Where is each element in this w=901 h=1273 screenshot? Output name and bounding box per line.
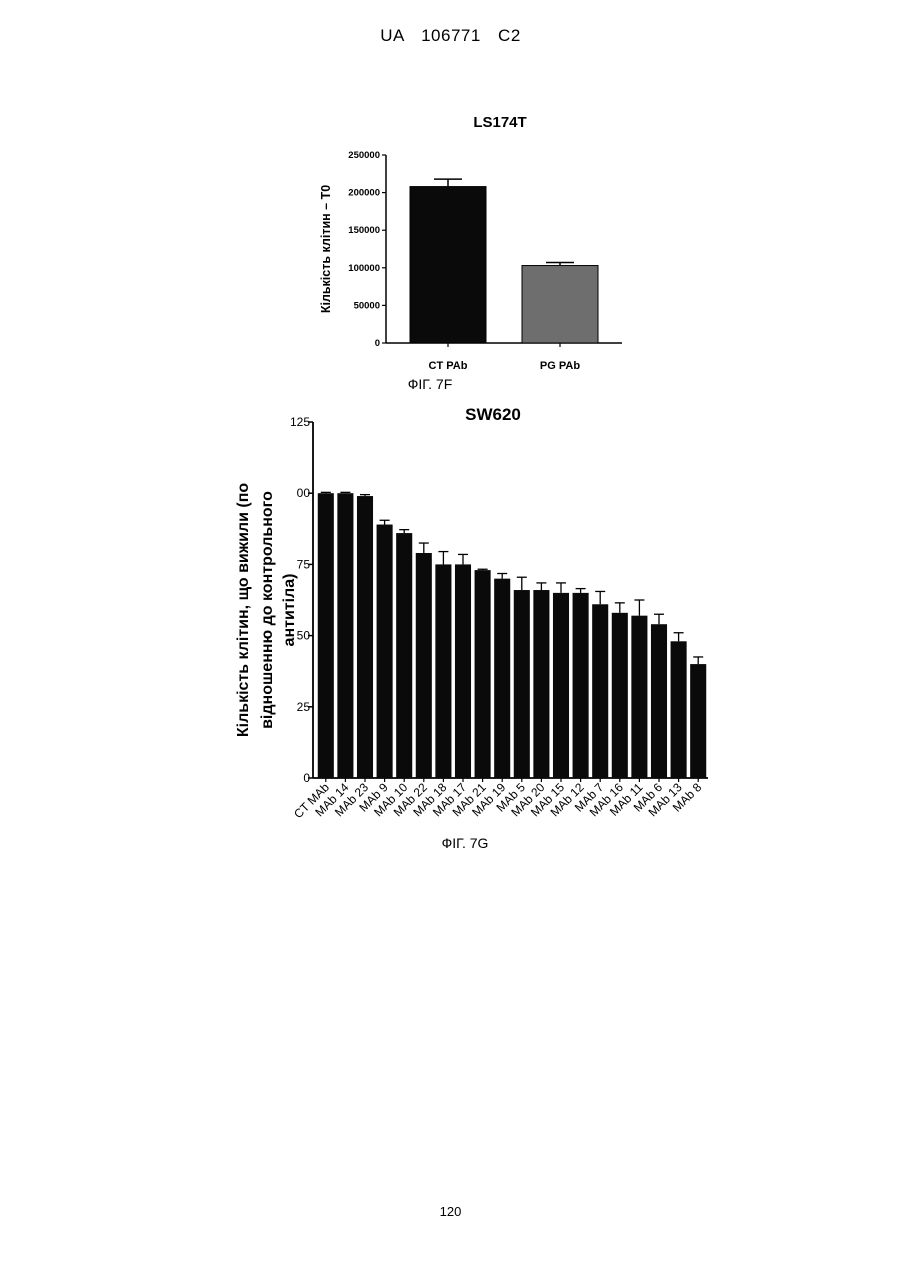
chart-title: SW620	[465, 405, 521, 424]
y-tick-label: 00	[297, 486, 311, 500]
y-tick-label: 0	[303, 771, 310, 785]
bar	[592, 604, 608, 778]
y-tick-label: 25	[297, 700, 311, 714]
bar	[416, 553, 432, 778]
bar	[514, 590, 530, 778]
bar	[396, 533, 412, 778]
y-axis-label-line: Кількість клітин, що вижили (по	[235, 483, 252, 738]
y-axis-label-line: відношенню до контрольного	[259, 491, 276, 729]
bar	[553, 593, 569, 778]
bar	[475, 570, 491, 778]
bar	[671, 641, 687, 778]
bar	[377, 525, 393, 778]
figure-caption-7g: ФІГ. 7G	[425, 835, 505, 851]
page-number: 120	[0, 1204, 901, 1219]
bar	[573, 593, 589, 778]
bar	[455, 564, 471, 778]
bar	[435, 564, 451, 778]
bar	[337, 493, 353, 778]
y-tick-label: 125	[290, 415, 310, 429]
y-tick-label: 50	[297, 629, 311, 643]
bar	[690, 664, 706, 778]
bar	[533, 590, 549, 778]
y-tick-label: 75	[297, 557, 311, 571]
y-axis-label-line: антитіла)	[281, 574, 298, 647]
bar	[357, 496, 373, 778]
bar	[631, 616, 647, 778]
bar	[318, 493, 334, 778]
bar	[651, 624, 667, 778]
chart-sw620: SW620 0 25 50 75 00 125 Кількість клітин, що ви…	[0, 0, 901, 860]
bar	[612, 613, 628, 778]
bar	[494, 579, 510, 778]
